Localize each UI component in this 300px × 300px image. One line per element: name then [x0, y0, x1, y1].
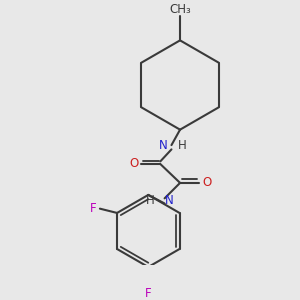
Text: N: N — [158, 139, 167, 152]
Text: F: F — [90, 202, 96, 215]
Text: N: N — [165, 194, 173, 207]
Text: F: F — [145, 287, 152, 300]
Text: H: H — [178, 139, 186, 152]
Text: O: O — [129, 158, 138, 170]
Text: CH₃: CH₃ — [169, 3, 191, 16]
Text: H: H — [146, 194, 154, 207]
Text: O: O — [202, 176, 211, 189]
